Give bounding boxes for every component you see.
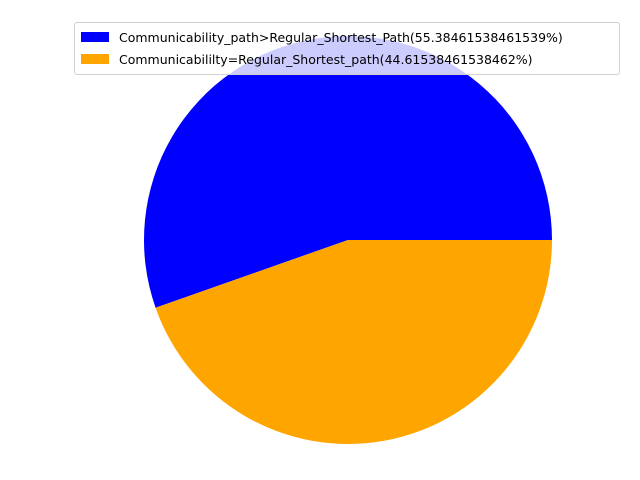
pie-slice-0: [144, 36, 552, 308]
legend-label: Communicability_path>Regular_Shortest_Pa…: [119, 29, 563, 45]
pie-slice-1: [155, 240, 552, 445]
legend-item-communicability-equal: Communicabililty=Regular_Shortest_path(4…: [81, 48, 613, 70]
legend-item-communicability-greater: Communicability_path>Regular_Shortest_Pa…: [81, 26, 613, 48]
legend: Communicability_path>Regular_Shortest_Pa…: [74, 22, 620, 75]
legend-swatch-orange: [81, 54, 109, 64]
legend-swatch-blue: [81, 32, 109, 42]
pie-slices: [144, 36, 552, 445]
legend-label: Communicabililty=Regular_Shortest_path(4…: [119, 51, 533, 67]
